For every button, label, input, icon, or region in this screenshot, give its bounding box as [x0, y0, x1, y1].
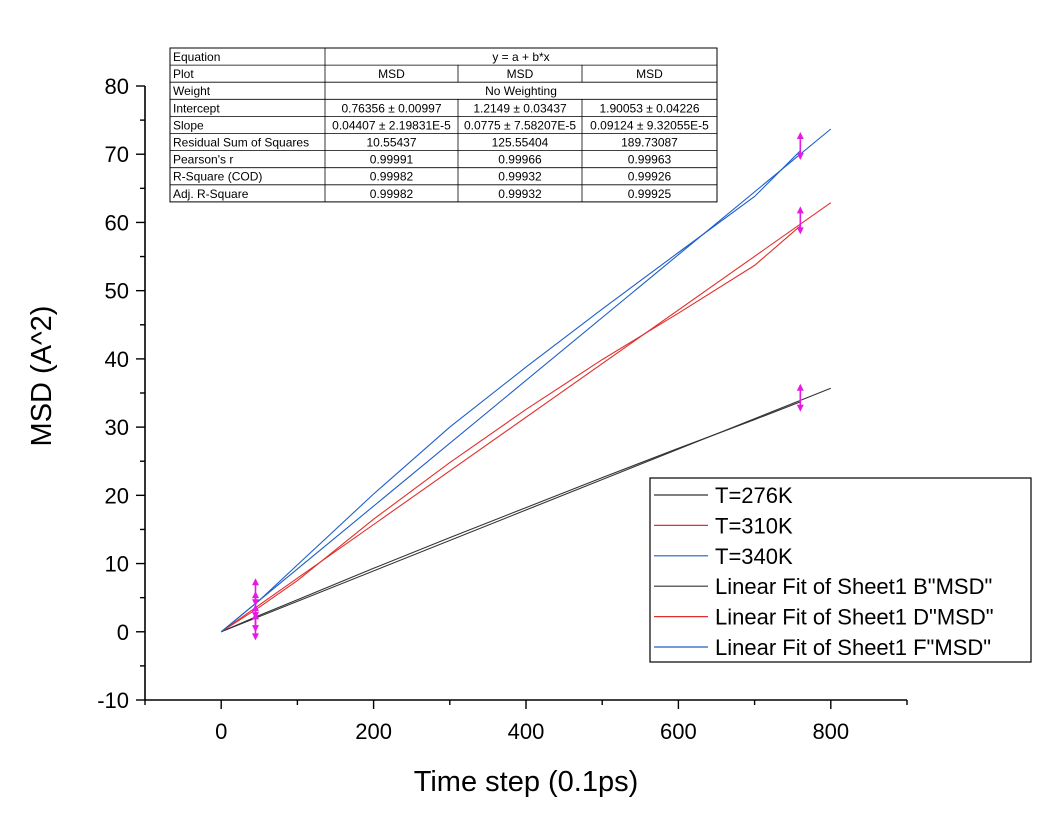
marker-arrow-up [251, 612, 259, 620]
table-row-label: R-Square (COD) [173, 170, 262, 184]
y-tick-label: 20 [105, 483, 129, 508]
marker-arrow-down [796, 404, 804, 412]
table-row-label: Weight [173, 84, 211, 98]
marker-arrow-up [796, 206, 804, 214]
legend-entry: T=276K [715, 483, 793, 508]
legend-entry: Linear Fit of Sheet1 B"MSD" [715, 574, 992, 599]
table-cell: 0.99963 [628, 153, 672, 167]
legend: T=276K T=310K T=340K Linear Fit of Sheet1 B… [649, 477, 1032, 663]
table-row-label: Equation [173, 50, 220, 64]
y-tick-label: 10 [105, 552, 129, 577]
table-frame [169, 47, 718, 203]
table-cell: 189.73087 [621, 136, 678, 150]
error-marker [796, 206, 804, 235]
marker-arrow-up [251, 578, 259, 586]
table-row-label: Pearson's r [173, 153, 233, 167]
legend-entry: Linear Fit of Sheet1 F"MSD" [715, 635, 991, 660]
y-tick-label: 60 [105, 210, 129, 235]
table-cell: 0.99926 [628, 170, 672, 184]
marker-arrow-up [251, 591, 259, 599]
y-tick-label: 0 [117, 620, 129, 645]
table-cell: 0.09124 ± 9.32055E-5 [590, 118, 709, 132]
table-row-label: Adj. R-Square [173, 187, 249, 201]
error-marker [251, 612, 259, 641]
marker-arrow-down [796, 153, 804, 161]
fit-line-3 [220, 387, 832, 633]
table-cell: 10.55437 [366, 136, 416, 150]
y-tick-label: 50 [105, 279, 129, 304]
table-row-label: Intercept [173, 101, 220, 115]
legend-entry: Linear Fit of Sheet1 D"MSD" [715, 605, 994, 630]
table-row-label: Residual Sum of Squares [173, 136, 309, 150]
table-cell: 0.99991 [370, 153, 414, 167]
plot-lines [220, 128, 832, 633]
table-cell: 0.99966 [498, 153, 542, 167]
x-tick-label: 600 [660, 719, 697, 744]
x-tick-label: 200 [355, 719, 392, 744]
table-cell: 0.0775 ± 7.58207E-5 [464, 118, 576, 132]
series-line-2 [220, 150, 801, 633]
error-marker [796, 132, 804, 161]
table-cell: MSD [636, 67, 663, 81]
marker-arrow-up [251, 604, 259, 612]
legend-entry: T=310K [715, 513, 793, 538]
table-cell: 1.2149 ± 0.03437 [473, 101, 567, 115]
table-cell: 0.04407 ± 2.19831E-5 [332, 118, 451, 132]
x-tick-label: 0 [215, 719, 227, 744]
error-marker [796, 383, 804, 412]
table-cell: 0.99925 [628, 187, 672, 201]
table-cell: y = a + b*x [492, 50, 549, 64]
fit-line-4 [220, 202, 832, 633]
legend-frame [649, 477, 1032, 663]
table-cell: 0.99932 [498, 170, 542, 184]
table-cell: 0.99982 [370, 187, 414, 201]
table-cell: 1.90053 ± 0.04226 [599, 101, 699, 115]
y-axis-title: MSD (A^2) [26, 306, 58, 447]
y-tick-label: 30 [105, 415, 129, 440]
table-cell: No Weighting [485, 84, 557, 98]
x-tick-label: 800 [812, 719, 849, 744]
table-cell: 0.99932 [498, 187, 542, 201]
table-cell: 0.99982 [370, 170, 414, 184]
marker-arrow-up [796, 383, 804, 391]
series-line-1 [220, 225, 801, 633]
table-cell: MSD [507, 67, 534, 81]
x-tick-label: 400 [508, 719, 545, 744]
axes: 0 200 400 600 800 -10 0 10 20 30 40 50 60 70 80 [97, 74, 908, 744]
marker-arrow-down [251, 633, 259, 641]
fit-statistics-table: Equation y = a + b*x Plot MSD MSD MSD Weight No… [169, 47, 718, 203]
y-tick-label: -10 [97, 688, 129, 713]
legend-entry: T=340K [715, 544, 793, 569]
table-cell: MSD [378, 67, 405, 81]
y-tick-label: 70 [105, 142, 129, 167]
table-cell: 0.76356 ± 0.00997 [341, 101, 441, 115]
y-tick-label: 40 [105, 347, 129, 372]
table-cell: 125.55404 [492, 136, 549, 150]
fit-line-5 [220, 128, 832, 633]
x-axis-title: Time step (0.1ps) [414, 766, 639, 798]
marker-arrow-down [796, 227, 804, 235]
table-row-label: Slope [173, 118, 204, 132]
y-tick-label: 80 [105, 74, 129, 99]
table-row-label: Plot [173, 67, 194, 81]
marker-arrow-up [796, 132, 804, 140]
error-markers [251, 132, 804, 641]
